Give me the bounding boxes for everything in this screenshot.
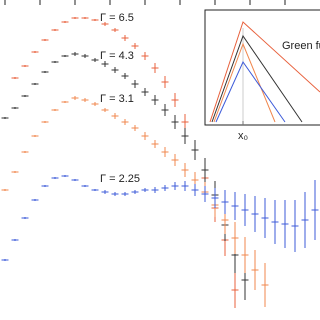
series-label: Γ = 3.1 bbox=[100, 93, 134, 105]
series-label: Γ = 6.5 bbox=[100, 12, 134, 24]
inset-x-label: x₀ bbox=[238, 130, 248, 142]
series-label: Γ = 4.3 bbox=[100, 50, 134, 62]
inset-curve bbox=[209, 21, 320, 123]
series-label: Γ = 2.25 bbox=[100, 173, 140, 185]
inset-curve bbox=[211, 34, 303, 123]
inset-label: Green fun bbox=[282, 40, 320, 52]
inset-frame bbox=[204, 9, 320, 126]
inset-curve bbox=[215, 60, 286, 123]
inset: Green fun x₀ bbox=[204, 9, 320, 142]
inset-curve bbox=[213, 42, 276, 123]
